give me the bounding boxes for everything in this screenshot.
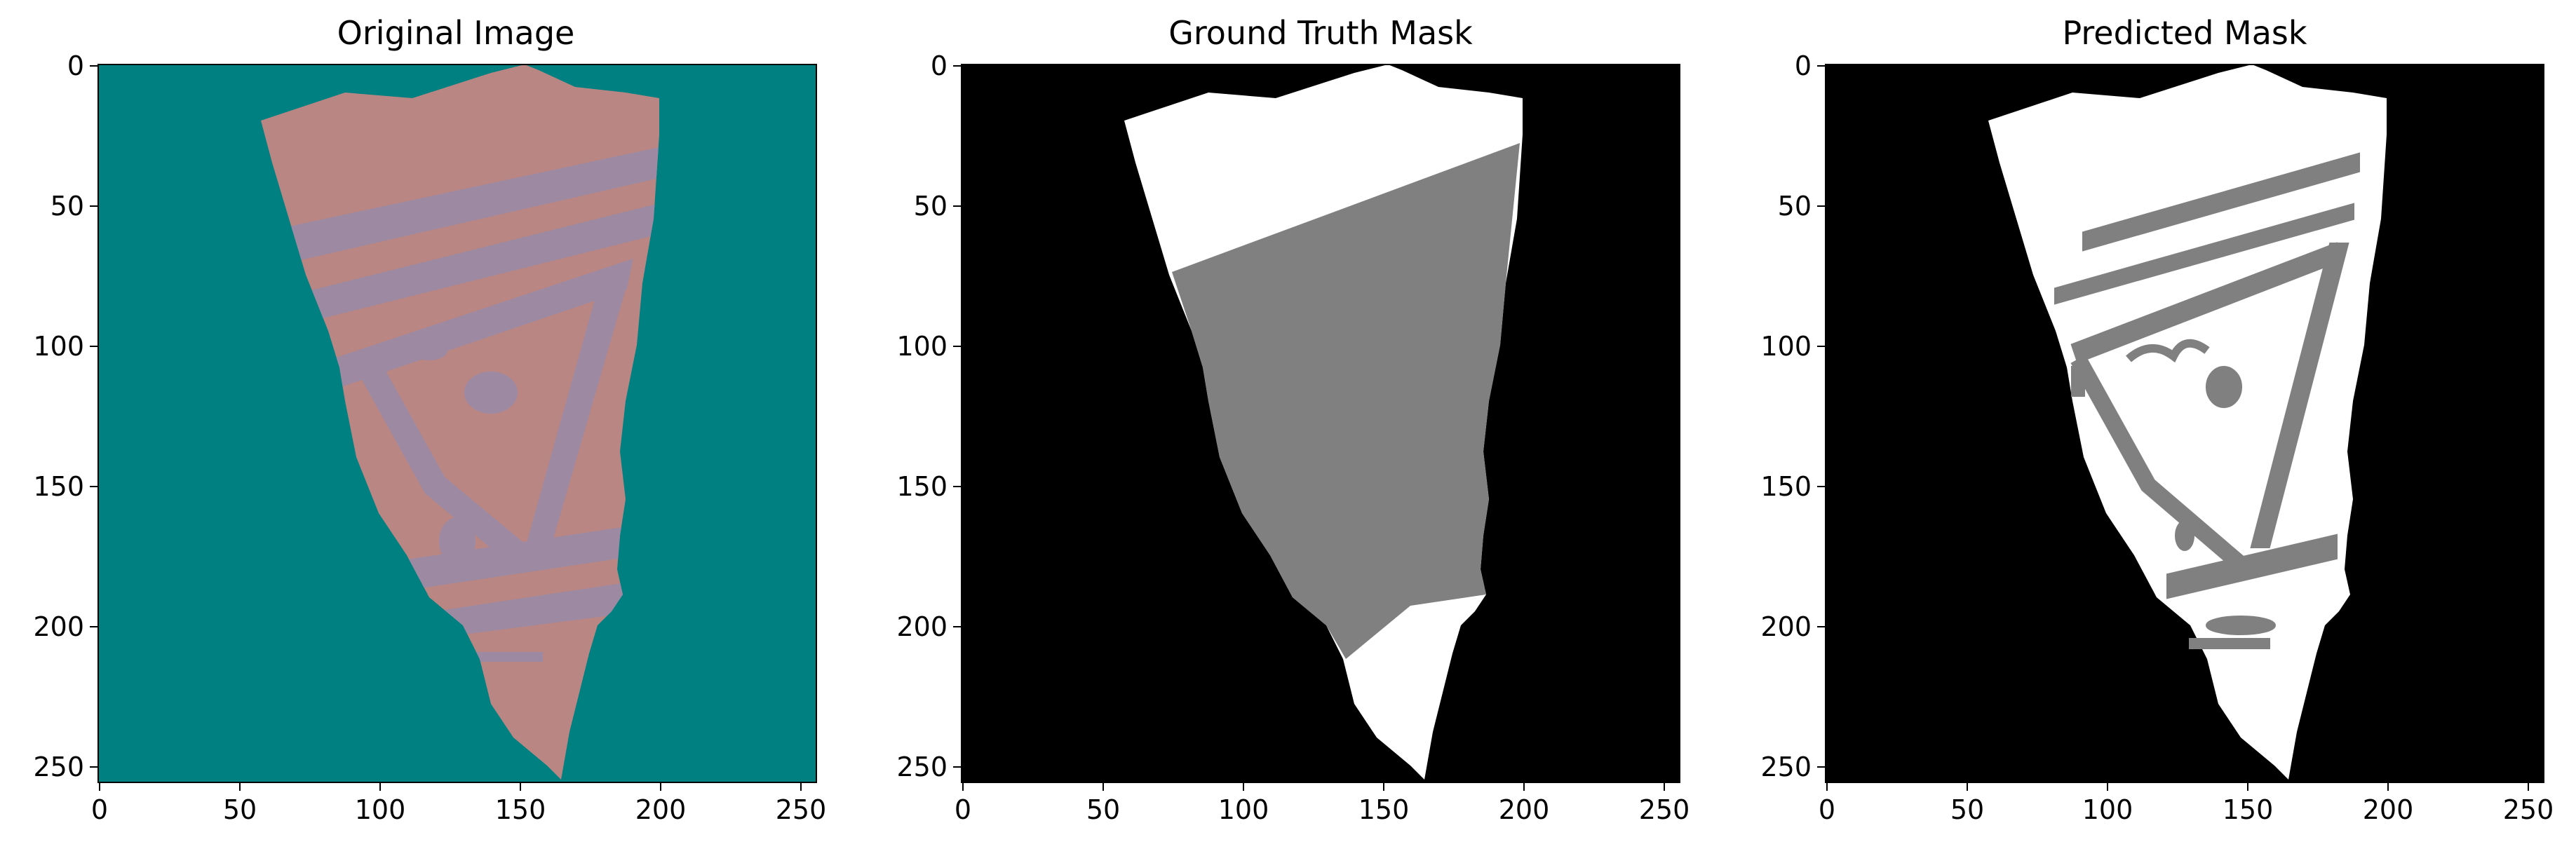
x-axis: 0 50 100 150 200 250 (955, 782, 1690, 825)
x-tick-label: 200 (635, 794, 687, 825)
x-tick-label: 150 (1358, 794, 1410, 825)
x-tick-label: 250 (1639, 794, 1690, 825)
panel-title: Predicted Mask (2062, 14, 2307, 52)
panel-title: Original Image (337, 14, 575, 52)
y-tick-label: 0 (67, 50, 84, 81)
x-tick-label: 150 (2223, 794, 2274, 825)
painted-pattern (265, 147, 659, 662)
y-tick-label: 250 (896, 752, 948, 782)
axes-frame (1825, 64, 2544, 783)
panel-predicted-mask: Predicted Mask 0 50 100 150 200 250 0 50 100 150… (1760, 14, 2554, 825)
x-axis: 0 50 100 150 200 250 (91, 782, 826, 825)
x-tick-label: 50 (1086, 794, 1120, 825)
x-tick-label: 250 (2503, 794, 2554, 825)
panel-title: Ground Truth Mask (1168, 14, 1473, 52)
x-tick-label: 0 (1819, 794, 1835, 825)
x-axis: 0 50 100 150 200 250 (1819, 782, 2554, 825)
y-tick-label: 0 (1795, 50, 1812, 81)
x-tick-label: 100 (1218, 794, 1269, 825)
x-tick-label: 200 (1499, 794, 1550, 825)
y-axis: 0 50 100 150 200 250 (33, 50, 98, 782)
panel-ground-truth-mask: Ground Truth Mask 0 50 100 150 200 250 0 50 100… (896, 14, 1690, 825)
y-tick-label: 200 (33, 611, 84, 642)
y-axis: 0 50 100 150 200 250 (1760, 50, 1826, 782)
y-tick-label: 100 (33, 331, 84, 362)
x-tick-label: 200 (2363, 794, 2414, 825)
y-tick-label: 200 (1760, 611, 1812, 642)
y-tick-label: 50 (914, 191, 948, 222)
y-tick-label: 250 (33, 752, 84, 782)
mask-gray-region (1172, 143, 1520, 659)
x-tick-label: 150 (495, 794, 546, 825)
x-tick-label: 100 (355, 794, 406, 825)
y-tick-label: 150 (33, 471, 84, 502)
y-tick-label: 250 (1760, 752, 1812, 782)
y-tick-label: 200 (896, 611, 948, 642)
y-tick-label: 100 (1760, 331, 1812, 362)
axes-frame (961, 64, 1680, 783)
x-tick-label: 100 (2082, 794, 2133, 825)
y-tick-label: 0 (931, 50, 948, 81)
y-tick-label: 50 (1778, 191, 1812, 222)
x-tick-label: 0 (91, 794, 108, 825)
x-tick-label: 50 (1950, 794, 1984, 825)
y-tick-label: 50 (50, 191, 84, 222)
y-tick-label: 150 (1760, 471, 1812, 502)
x-tick-label: 0 (955, 794, 971, 825)
y-tick-label: 150 (896, 471, 948, 502)
axes-frame (97, 64, 817, 783)
mask-gray-pattern (2054, 152, 2360, 649)
y-axis: 0 50 100 150 200 250 (896, 50, 962, 782)
x-tick-label: 50 (223, 794, 257, 825)
y-tick-label: 100 (896, 331, 948, 362)
panel-original-image: Original Image (33, 14, 826, 825)
x-tick-label: 250 (776, 794, 827, 825)
